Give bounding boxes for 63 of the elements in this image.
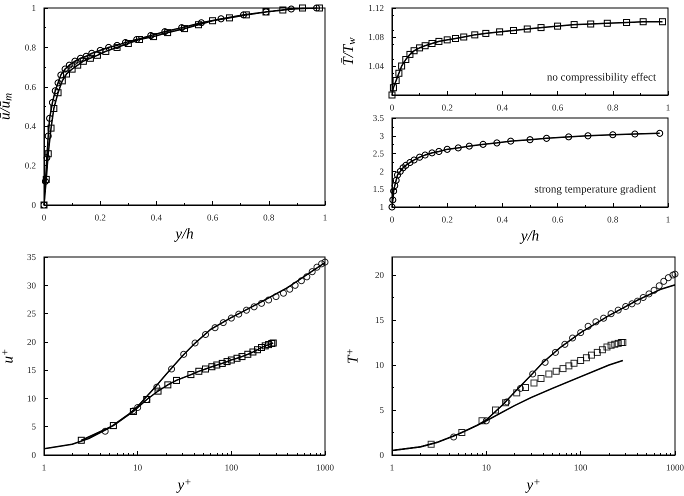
y-axis-title: T̄/Tw	[340, 36, 358, 66]
y-tick-label: 1.5	[372, 184, 384, 194]
x-tick-label: 0	[42, 212, 47, 222]
x-tick-label: 0.4	[150, 212, 163, 222]
y-tick-label: 1.04	[368, 61, 384, 71]
x-tick-label: 1000	[666, 462, 684, 472]
x-tick-label: 0.8	[263, 212, 275, 222]
y-axis-title: u+	[0, 348, 17, 364]
y-tick-label: 0	[32, 200, 36, 210]
x-tick-label: 0.6	[552, 214, 564, 224]
x-tick-label: 1	[666, 102, 670, 112]
y-tick-label: 10	[27, 393, 36, 404]
y-tick-label: 0	[380, 450, 384, 460]
x-tick-label: 0.6	[552, 102, 564, 112]
x-tick-label: 10	[482, 462, 492, 472]
y-tick-label: 30	[27, 280, 36, 290]
y-tick-label: 2.5	[372, 148, 384, 159]
x-tick-label: 1	[42, 462, 46, 472]
x-axis-title: y/h	[173, 226, 194, 242]
x-axis-title: y+	[175, 476, 192, 494]
y-tick-label: 2	[380, 166, 384, 176]
x-tick-label: 100	[574, 462, 588, 472]
y-tick-label: 0.2	[24, 160, 36, 171]
x-tick-label: 0.2	[442, 214, 453, 224]
y-tick-label: 1	[32, 3, 36, 13]
y-tick-label: 5	[32, 422, 36, 432]
y-tick-label: 3	[380, 130, 384, 141]
x-tick-label: 1	[390, 462, 394, 472]
x-tick-label: 0.4	[496, 102, 509, 112]
x-tick-label: 0.8	[607, 214, 619, 224]
y-tick-label: 3.5	[372, 113, 384, 123]
y-tick-label: 25	[27, 308, 36, 319]
y-tick-label: 20	[375, 270, 384, 280]
y-axis-title: T+	[344, 348, 362, 364]
annotation: no compressibility effect	[546, 72, 656, 84]
y-tick-label: 1	[380, 202, 384, 212]
y-tick-label: 20	[27, 336, 36, 347]
y-tick-label: 0.4	[24, 121, 36, 132]
y-tick-label: 1.08	[368, 32, 384, 42]
y-tick-label: 5	[380, 405, 384, 415]
annotation: strong temperature gradient	[534, 184, 656, 196]
y-tick-label: 0.6	[24, 82, 36, 92]
y-tick-label: 10	[375, 360, 384, 370]
x-tick-label: 100	[224, 462, 239, 472]
y-tick-label: 0	[32, 450, 36, 460]
x-tick-label: 0	[390, 102, 395, 112]
x-axis-title: y/h	[518, 228, 540, 244]
y-tick-label: 15	[375, 315, 384, 325]
x-tick-label: 0	[390, 214, 395, 224]
y-tick-label: 1.12	[368, 3, 384, 13]
x-axis-title: y+	[524, 476, 541, 494]
y-tick-label: 35	[27, 252, 36, 262]
x-tick-label: 1000	[316, 462, 334, 472]
x-tick-label: 0.6	[206, 212, 219, 222]
x-tick-label: 0.8	[607, 102, 619, 112]
x-tick-label: 1	[322, 212, 328, 222]
y-tick-label: 0.8	[24, 42, 36, 52]
x-tick-label: 10	[133, 462, 143, 472]
y-tick-label: 15	[27, 365, 36, 376]
x-tick-label: 1	[666, 214, 670, 224]
x-tick-label: 0.2	[94, 212, 106, 222]
x-tick-label: 0.4	[496, 214, 509, 224]
x-tick-label: 0.2	[442, 102, 453, 112]
